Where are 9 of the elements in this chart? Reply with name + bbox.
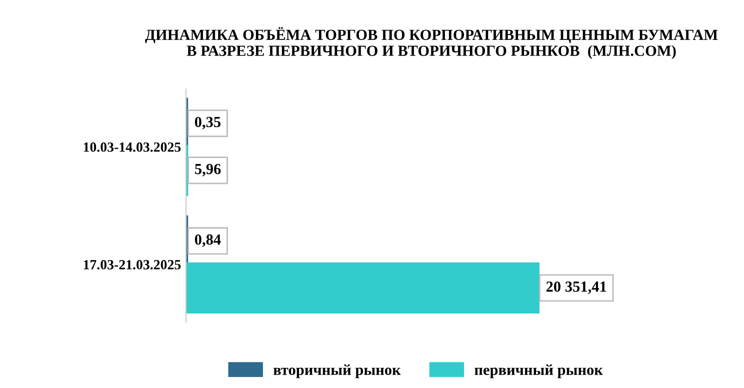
data-label: 5,96: [195, 164, 221, 176]
data-label: 0,35: [194, 116, 221, 130]
y-tick-label: 17.03-21.03.2025: [84, 260, 181, 270]
chart-title: ДИНАМИКА ОБЪЁМА ТОРГОВ ПО КОРПОРАТИВНЫМ ЦЕННЫМ БУМАГАМ В РАЗРЕЗЕ ПЕРВИЧНОГО И ВТОРИЧНОГО РЫНКОВ (МЛН.СОМ): [145, 27, 718, 60]
legend-label: вторичный рынок: [274, 364, 401, 378]
legend-label: первичный рынок: [474, 364, 603, 378]
data-label: 0,84: [194, 234, 221, 247]
y-tick-label: 10.03-14.03.2025: [84, 142, 181, 152]
data-label: 20 351,41: [546, 281, 606, 294]
